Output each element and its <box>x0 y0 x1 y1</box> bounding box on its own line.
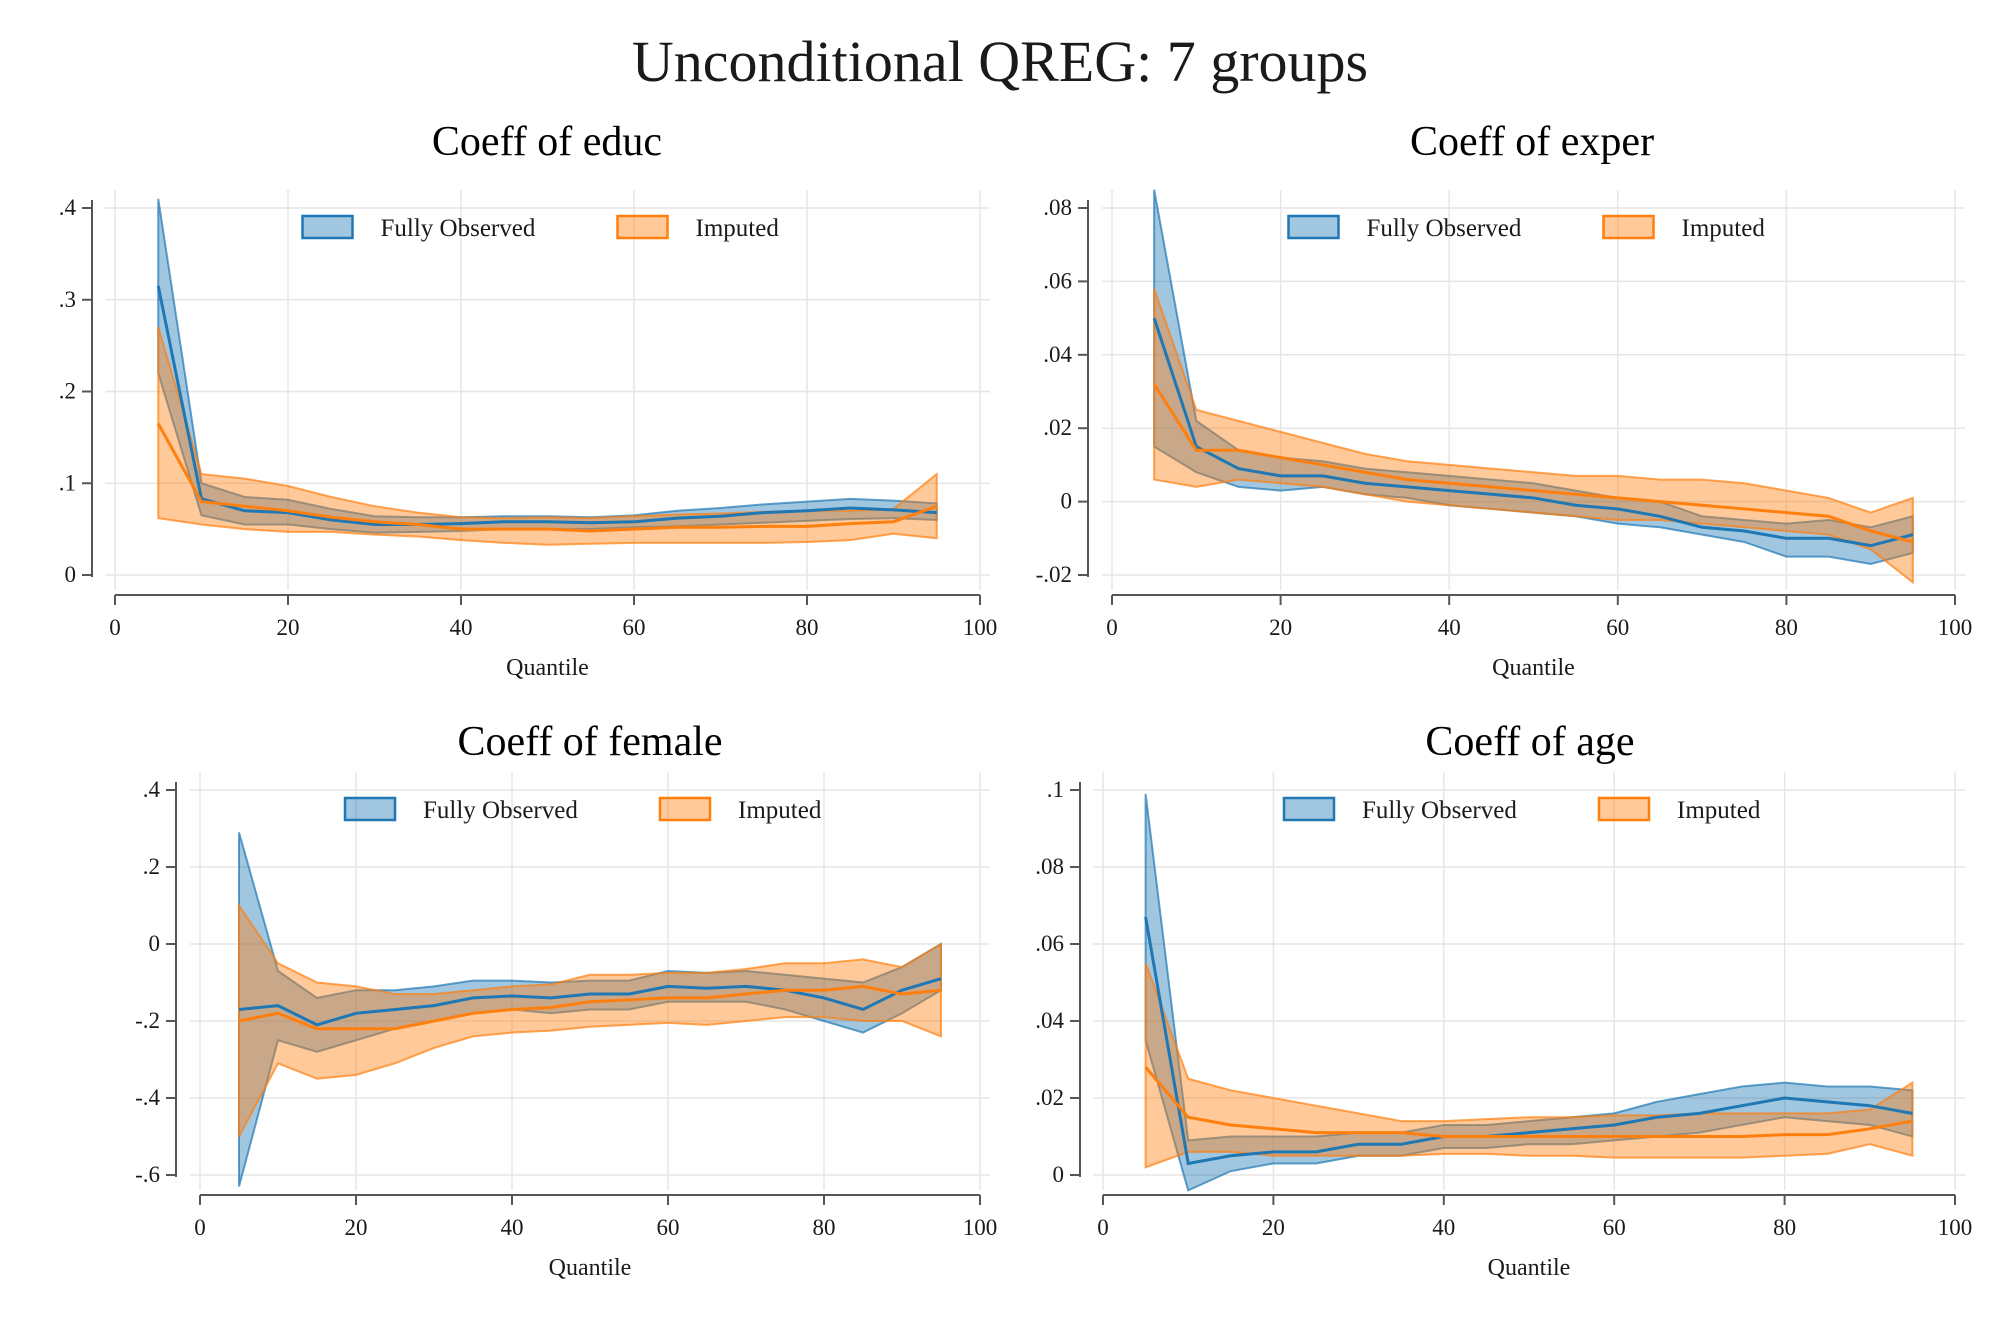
panel-age: Coeff of age 0 .02 .04 .06 .08 .1 0 20 40 60 80 100 Q… <box>1035 719 1972 1281</box>
x-axis-title: Quantile <box>1492 655 1575 681</box>
legend-label-imputed: Imputed <box>738 797 822 824</box>
panel-title: Coeff of age <box>1425 719 1634 765</box>
gridlines <box>105 190 990 590</box>
y-tick-label: .08 <box>1035 854 1064 879</box>
x-tick-label: 100 <box>963 1215 998 1240</box>
x-axis-title: Quantile <box>1488 1255 1571 1281</box>
legend-swatch-imputed <box>1602 214 1655 240</box>
panel-title: Coeff of female <box>457 719 722 765</box>
x-tick-label: 100 <box>1938 1215 1973 1240</box>
estimate-line-fully-observed <box>1144 916 1913 1166</box>
x-tick-label: 40 <box>1438 615 1461 640</box>
y-tick-label: 0 <box>1061 489 1073 514</box>
x-tick-label: 40 <box>450 615 473 640</box>
x-tick-label: 0 <box>109 615 121 640</box>
x-tick-label: 20 <box>1269 615 1292 640</box>
y-tick-label: -.4 <box>135 1085 160 1110</box>
ci-band-imputed <box>1144 962 1914 1169</box>
figure-title: Unconditional QREG: 7 groups <box>631 29 1369 94</box>
legend-swatch-imputed <box>658 796 712 822</box>
x-tick-label: 40 <box>501 1215 524 1240</box>
x-tick-label: 80 <box>813 1215 836 1240</box>
y-tick-label: .2 <box>143 854 160 879</box>
x-tick-label: 0 <box>1106 615 1118 640</box>
estimate-line-imputed <box>1152 383 1914 544</box>
x-tick-label: 0 <box>1097 1215 1109 1240</box>
panel-female: Coeff of female -.6 -.4 -.2 0 .2 .4 0 20 40 60 80 10… <box>135 719 997 1281</box>
x-tick-label: 100 <box>963 615 998 640</box>
y-tick-label: .06 <box>1043 268 1072 293</box>
y-tick-label: 0 <box>65 562 77 587</box>
x-tick-label: 60 <box>623 615 646 640</box>
legend-label-fully-observed: Fully Observed <box>1367 215 1522 242</box>
ci-band-imputed <box>238 902 942 1137</box>
legend-label-fully-observed: Fully Observed <box>381 215 536 242</box>
legend-swatch-imputed <box>1597 796 1651 822</box>
x-tick-label: 80 <box>796 615 819 640</box>
x-tick-label: 80 <box>1773 1215 1796 1240</box>
y-tick-label: -.02 <box>1036 562 1072 587</box>
y-tick-label: .08 <box>1043 195 1072 220</box>
x-tick-label: 60 <box>1606 615 1629 640</box>
legend-swatch-fully-observed <box>1287 214 1340 240</box>
y-tick-label: 0 <box>149 931 161 956</box>
gridlines <box>1093 772 1965 1190</box>
ci-band-imputed <box>1153 288 1914 585</box>
panel-exper: Coeff of exper -.02 0 .02 .04 .06 .08 0 20 40 60 80… <box>1036 119 1973 681</box>
panel-title: Coeff of exper <box>1410 119 1654 165</box>
x-axis-title: Quantile <box>549 1255 632 1281</box>
gridlines <box>190 772 990 1190</box>
x-tick-label: 40 <box>1432 1215 1455 1240</box>
y-tick-label: .04 <box>1035 1008 1064 1033</box>
x-tick-label: 80 <box>1775 615 1798 640</box>
x-tick-label: 60 <box>1603 1215 1626 1240</box>
estimate-line-fully-observed <box>156 285 937 527</box>
x-tick-label: 0 <box>194 1215 206 1240</box>
y-tick-label: .02 <box>1043 415 1072 440</box>
legend-label-fully-observed: Fully Observed <box>423 797 578 824</box>
y-tick-label: .4 <box>143 777 161 802</box>
gridlines <box>1102 190 1965 590</box>
y-tick-label: -.6 <box>135 1162 160 1187</box>
legend: Fully Observed Imputed <box>343 796 822 824</box>
legend-label-fully-observed: Fully Observed <box>1362 797 1517 824</box>
legend-swatch-fully-observed <box>1282 796 1336 822</box>
y-tick-label: .3 <box>59 287 76 312</box>
y-tick-label: 0 <box>1053 1162 1065 1187</box>
legend-swatch-fully-observed <box>301 214 354 240</box>
estimate-line-imputed <box>1144 1066 1913 1138</box>
legend-label-imputed: Imputed <box>1677 797 1761 824</box>
y-tick-label: .1 <box>1047 777 1064 802</box>
x-axis-title: Quantile <box>506 655 589 681</box>
panel-educ: Coeff of educ 0 .1 .2 .3 .4 0 20 40 60 80 100 Quanti… <box>59 119 998 681</box>
estimate-line-fully-observed <box>1152 317 1914 548</box>
y-tick-label: .4 <box>59 195 77 220</box>
estimate-line-fully-observed <box>238 977 942 1027</box>
estimate-line-imputed <box>238 984 942 1031</box>
y-tick-label: -.2 <box>135 1008 160 1033</box>
legend-swatch-imputed <box>616 214 669 240</box>
estimate-line-imputed <box>156 422 938 533</box>
x-tick-label: 20 <box>345 1215 368 1240</box>
y-tick-label: .1 <box>59 470 76 495</box>
y-tick-label: .04 <box>1043 342 1072 367</box>
legend-label-imputed: Imputed <box>1682 215 1766 242</box>
y-tick-label: .02 <box>1035 1085 1064 1110</box>
legend-swatch-fully-observed <box>343 796 397 822</box>
x-tick-label: 100 <box>1938 615 1973 640</box>
x-tick-label: 20 <box>1262 1215 1285 1240</box>
legend: Fully Observed Imputed <box>301 214 780 242</box>
y-tick-label: .2 <box>59 379 76 404</box>
y-tick-label: .06 <box>1035 931 1064 956</box>
legend-label-imputed: Imputed <box>696 215 780 242</box>
legend: Fully Observed Imputed <box>1282 796 1761 824</box>
x-tick-label: 20 <box>277 615 300 640</box>
x-tick-label: 60 <box>657 1215 680 1240</box>
panel-title: Coeff of educ <box>432 119 662 165</box>
legend: Fully Observed Imputed <box>1287 214 1766 242</box>
